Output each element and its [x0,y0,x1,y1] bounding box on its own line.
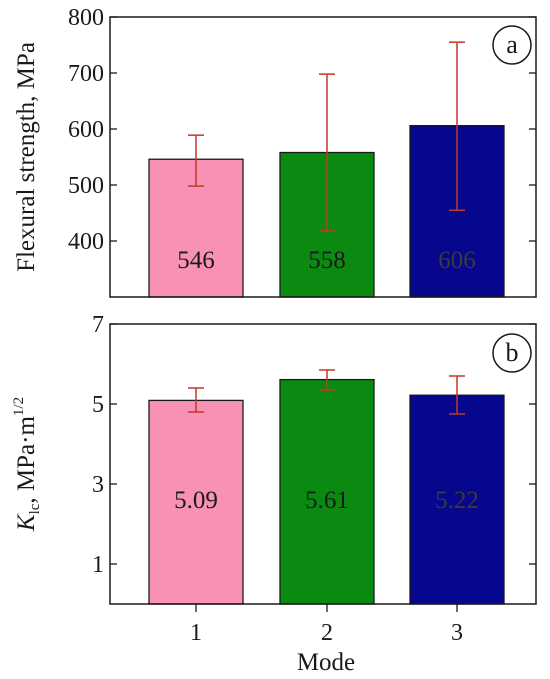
x-axis-title: Mode [297,649,355,676]
panel-b: 5.09 5.61 5.22 1 3 5 7 1 2 3 b Klc, MPa·m1/2 Mo… [11,312,537,676]
value-label-1: 546 [177,247,215,274]
y-tick-label: 400 [68,229,104,255]
x-tick-label: 1 [190,620,202,646]
panel-badge-a [492,25,532,65]
bars-b [148,378,505,605]
value-label-1: 5.09 [174,487,218,514]
y-tick-label: 700 [68,61,104,87]
value-label-3: 5.22 [435,487,479,514]
value-label-3: 606 [438,247,476,274]
y-tick-label: 1 [92,552,104,578]
error-bars-a [188,41,465,232]
y-axis-title-b: Klc, MPa·m1/2 [11,397,43,532]
plot-frame-b [109,323,537,605]
bar-mode-2 [279,378,375,605]
y-tick-label: 3 [92,472,104,498]
y-tick-label: 7 [92,312,104,338]
value-label-2: 558 [308,247,346,274]
plot-frame-a [109,16,537,298]
bar-labels-a: 546 558 606 [177,247,476,274]
y-axis-title-a: Flexural strength, MPa [13,42,40,272]
y-tick-label: 500 [68,173,104,199]
y-ticks-a: 400 500 600 700 800 [68,5,536,255]
value-label-2: 5.61 [305,487,349,514]
x-ticks-b: 1 2 3 [190,604,463,646]
bar-mode-3 [409,394,505,605]
x-tick-label: 2 [321,620,333,646]
panel-badge-b [492,333,532,373]
y-title-sup: 1/2 [11,397,27,416]
x-tick-label: 3 [451,620,463,646]
bar-labels-b: 5.09 5.61 5.22 [174,487,479,514]
y-tick-label: 600 [68,117,104,143]
y-title-k: K [13,513,40,532]
error-bars-b [188,369,465,415]
y-tick-label: 800 [68,5,104,31]
panel-a: 546 558 606 400 500 600 700 800 a Flexural str… [13,5,537,298]
y-title-sub: lc [27,503,43,514]
y-tick-label: 5 [92,392,104,418]
panel-letter-b: b [506,338,519,367]
y-title-unit: , MPa·m [13,416,40,504]
bar-mode-1 [148,399,244,605]
panel-letter-a: a [506,30,518,59]
